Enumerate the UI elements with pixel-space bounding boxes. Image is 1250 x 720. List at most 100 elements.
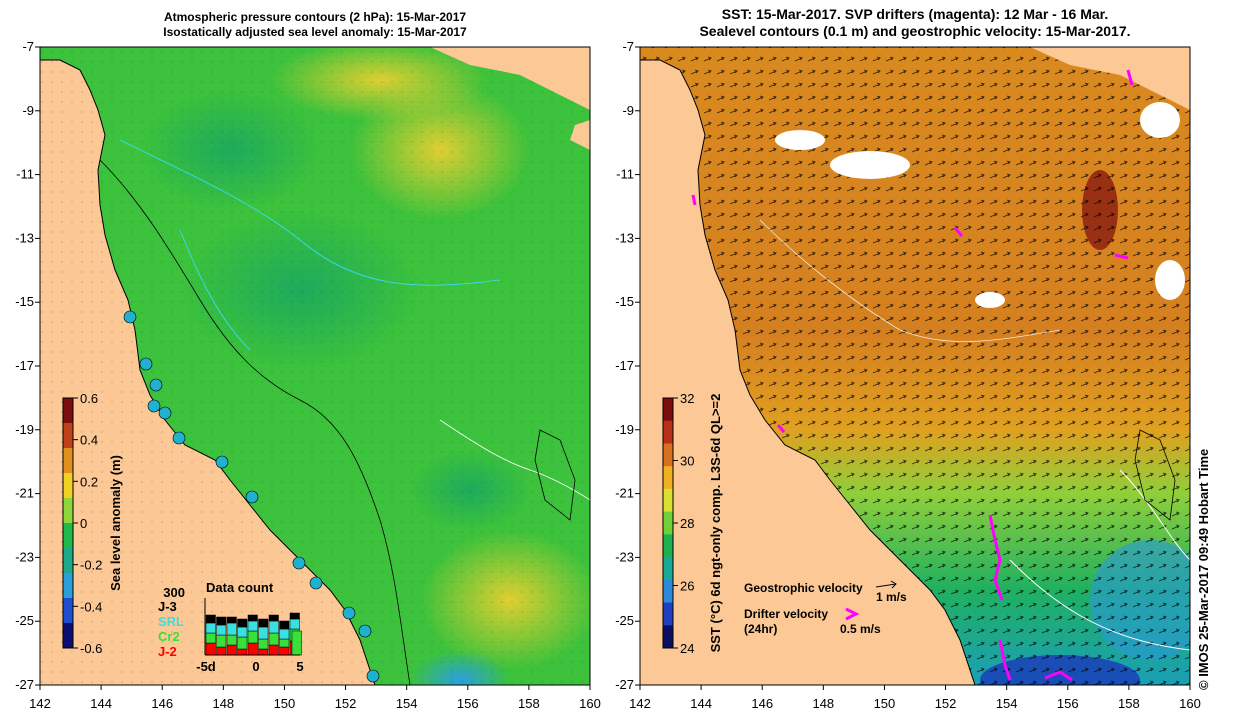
data-count-bar	[205, 622, 216, 634]
lat-tick-label: -21	[15, 486, 34, 501]
lat-tick-label: -17	[15, 358, 34, 373]
lon-tick-label: 144	[690, 696, 712, 711]
right-colorbar: 32 30 28 26 24 SST (°C) 6d ngt-only comp. L3…	[662, 391, 723, 656]
colorbar-tick-label: 24	[680, 641, 694, 656]
tide-gauge-marker	[139, 357, 153, 371]
data-count-bar	[247, 614, 258, 622]
right-colorbar-label: SST (°C) 6d ngt-only comp. L3S-6d QL>=2	[708, 394, 723, 653]
colorbar-tick-label: 0	[80, 516, 87, 531]
velocity-legend: Geostrophic velocity 1 m/s Drifter veloc…	[744, 580, 907, 636]
data-count-bar	[226, 616, 237, 624]
colorbar-tick-label: 26	[680, 579, 694, 594]
lat-tick-label: -19	[15, 422, 34, 437]
lat-tick-label: -11	[616, 167, 634, 182]
data-count-bar	[268, 644, 279, 656]
right-map-northern-land	[640, 47, 1190, 110]
lon-tick-label: 146	[751, 696, 773, 711]
tide-gauge-marker	[123, 310, 137, 324]
lat-tick-label: -27	[615, 677, 634, 692]
data-count-bar	[268, 620, 279, 634]
data-count-bar	[205, 614, 216, 624]
drifter-sub-label: (24hr)	[744, 622, 777, 636]
drifter-scale: 0.5 m/s	[840, 622, 881, 636]
lat-tick-label: -23	[615, 549, 634, 564]
data-count-bar	[247, 642, 258, 656]
tide-gauge-marker	[149, 378, 163, 392]
colorbar-tick-label: -0.2	[80, 558, 102, 573]
lat-tick-label: -15	[15, 294, 34, 309]
data-count-bar	[279, 628, 290, 640]
data-count-bar	[279, 638, 290, 648]
data-count-bar	[205, 642, 216, 656]
data-count-bar	[237, 618, 248, 628]
mission-label: Cr2	[158, 629, 180, 644]
lon-tick-label: 154	[996, 696, 1018, 711]
lat-tick-label: -13	[615, 230, 634, 245]
tide-gauge-marker	[292, 556, 306, 570]
drifter-arrow-icon	[845, 607, 860, 621]
geostrophic-arrow-icon	[875, 583, 897, 588]
drifter-track	[953, 227, 964, 237]
data-count-bar	[205, 632, 216, 644]
data-count-tick-label: 5	[296, 659, 303, 674]
data-count-bar	[258, 626, 269, 640]
lon-tick-label: 150	[874, 696, 896, 711]
data-count-bar	[258, 618, 269, 628]
left-title-line2: Isostatically adjusted sea level anomaly…	[163, 25, 467, 39]
drifter-track	[691, 194, 697, 206]
data-count-bar	[216, 634, 227, 648]
data-count-bar	[237, 648, 248, 656]
lon-tick-label: 158	[1118, 696, 1140, 711]
data-count-bar	[258, 648, 269, 656]
lat-tick-label: -25	[615, 613, 634, 628]
lat-tick-label: -7	[22, 39, 34, 54]
right-title-line1: SST: 15-Mar-2017. SVP drifters (magenta)…	[721, 6, 1109, 22]
data-count-bar	[216, 646, 227, 656]
mission-label: SRL	[158, 614, 184, 629]
colorbar-tick-label: 32	[680, 391, 694, 406]
mission-label: J-3	[158, 599, 177, 614]
data-count-bar	[258, 638, 269, 650]
lon-tick-label: 148	[812, 696, 834, 711]
data-count-bar	[247, 630, 258, 644]
tide-gauge-marker	[358, 624, 372, 638]
lon-tick-label: 156	[457, 696, 479, 711]
lat-tick-label: -25	[15, 613, 34, 628]
left-panel-title: Atmospheric pressure contours (2 hPa): 1…	[40, 10, 590, 40]
tide-gauge-markers	[123, 310, 380, 683]
drifter-track	[988, 514, 1004, 601]
left-colorbar-label: Sea level anomaly (m)	[108, 455, 123, 591]
drifter-track	[1044, 670, 1073, 682]
lat-tick-label: -11	[16, 167, 34, 182]
data-count-max: 300	[163, 585, 185, 600]
colorbar-tick-label: -0.4	[80, 599, 102, 614]
tide-gauge-marker	[172, 431, 186, 445]
lon-tick-label: 150	[274, 696, 296, 711]
lon-tick-label: 144	[90, 696, 112, 711]
colorbar-tick-label: 0.6	[80, 391, 98, 406]
lat-tick-label: -9	[622, 103, 634, 118]
drifter-track	[1114, 253, 1129, 260]
lat-tick-label: -27	[15, 677, 34, 692]
colorbar-tick-label: 28	[680, 516, 694, 531]
drifter-track	[776, 424, 786, 433]
left-map	[39, 46, 591, 686]
lon-tick-label: 160	[1179, 696, 1201, 711]
lon-tick-label: 154	[396, 696, 418, 711]
left-title-line1: Atmospheric pressure contours (2 hPa): 1…	[163, 10, 467, 24]
tide-gauge-marker	[158, 406, 172, 420]
colorbar-tick-label: 30	[680, 454, 694, 469]
left-colorbar: 0.6 0.4 0.2 0 -0.2 -0.4 -0.6 Sea level anomaly…	[62, 391, 123, 656]
lon-tick-label: 156	[1057, 696, 1079, 711]
lon-tick-label: 152	[935, 696, 957, 711]
lon-tick-label: 142	[29, 696, 51, 711]
lat-tick-label: -21	[615, 486, 634, 501]
lon-tick-label: 160	[579, 696, 601, 711]
lat-tick-label: -15	[615, 294, 634, 309]
lat-tick-label: -7	[622, 39, 634, 54]
data-count-bar	[291, 630, 302, 656]
data-count-bar	[226, 622, 237, 636]
data-count-bar	[216, 616, 227, 626]
